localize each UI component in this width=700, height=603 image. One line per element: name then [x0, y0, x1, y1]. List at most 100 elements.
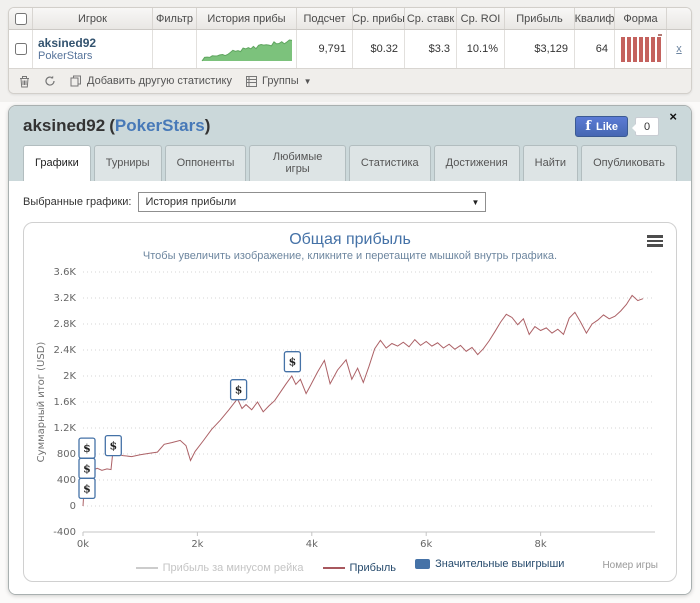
legend-label-profit: Прибыль — [349, 562, 397, 574]
col-avg-roi: Ср. ROI — [457, 8, 505, 29]
row-checkbox[interactable] — [14, 43, 27, 55]
tab-find[interactable]: Найти — [522, 145, 579, 181]
svg-text:3.6K: 3.6K — [54, 267, 77, 278]
col-count: Подсчет — [297, 8, 353, 29]
filter-cell — [153, 30, 197, 68]
svg-text:4k: 4k — [306, 539, 318, 550]
svg-text:Суммарный итог (USD): Суммарный итог (USD) — [36, 342, 47, 463]
groups-button[interactable]: Группы ▼ — [246, 75, 312, 87]
facebook-icon: f — [585, 119, 591, 134]
tab-tournaments[interactable]: Турниры — [93, 145, 162, 181]
svg-text:2.8K: 2.8K — [54, 319, 77, 330]
chart-type-select[interactable]: История прибыли ▼ — [138, 192, 487, 212]
qualify-cell: 64 — [575, 30, 615, 68]
form-bar — [644, 36, 649, 62]
player-stats-table: Игрок Фильтр История прибы Подсчет Ср. п… — [8, 7, 692, 94]
svg-text:$: $ — [235, 384, 243, 397]
col-profit-history: История прибы — [197, 8, 297, 29]
refresh-button[interactable] — [44, 75, 56, 87]
tab-achievements[interactable]: Достижения — [433, 145, 520, 181]
select-all-checkbox[interactable] — [14, 12, 27, 25]
avg-roi-cell: 10.1% — [457, 30, 505, 68]
form-bar — [626, 36, 631, 62]
col-avg-stake: Ср. ставк — [405, 8, 457, 29]
tab-statistics[interactable]: Статистика — [348, 145, 431, 181]
svg-text:2K: 2K — [63, 371, 76, 382]
chart-subtitle: Чтобы увеличить изображение, кликните и … — [142, 250, 558, 262]
legend-line-profit — [322, 567, 345, 569]
avg-profit-cell: $0.32 — [353, 30, 405, 68]
form-overflow-dash — [658, 34, 662, 36]
tab-opponents[interactable]: Оппоненты — [164, 145, 247, 181]
refresh-icon — [44, 75, 56, 87]
svg-text:$: $ — [83, 442, 91, 455]
col-qualify: Квалиф — [575, 8, 615, 29]
form-bar — [620, 36, 625, 62]
select-caret-icon: ▼ — [471, 197, 480, 207]
close-panel-button[interactable]: × — [663, 108, 683, 125]
svg-text:$: $ — [289, 356, 297, 369]
legend-swatch-significant-wins — [415, 559, 431, 569]
form-bar — [638, 36, 643, 62]
remove-row-link[interactable]: x — [676, 43, 682, 55]
col-remove — [667, 8, 691, 29]
svg-text:1.6K: 1.6K — [54, 397, 77, 408]
player-name-link[interactable]: aksined92 — [38, 36, 97, 50]
tab-bar: Графики Турниры Оппоненты Любимые игры С… — [23, 145, 677, 181]
top-area: Игрок Фильтр История прибы Подсчет Ср. п… — [0, 0, 700, 102]
player-title-name: aksined92 — [23, 116, 106, 135]
chart-legend: Прибыль за минусом рейка Прибыль Значите… — [32, 558, 668, 579]
svg-text:8k: 8k — [535, 539, 547, 550]
svg-text:2k: 2k — [191, 539, 203, 550]
form-bar — [632, 36, 637, 62]
facebook-like-widget: f Like 0 — [575, 116, 659, 137]
svg-text:0: 0 — [70, 501, 76, 512]
legend-item-significant-wins[interactable]: Значительные выигрыши — [415, 558, 564, 570]
avg-stake-cell: $3.3 — [405, 30, 457, 68]
player-site: PokerStars — [38, 50, 93, 62]
tab-favorite-games[interactable]: Любимые игры — [249, 145, 346, 181]
tab-publish[interactable]: Опубликовать — [581, 145, 677, 181]
like-label: Like — [595, 120, 618, 133]
svg-text:$: $ — [83, 482, 91, 495]
trash-icon — [19, 75, 30, 88]
remove-cell: x — [667, 30, 691, 68]
like-count-badge: 0 — [632, 117, 659, 136]
legend-item-profit-minus-rake[interactable]: Прибыль за минусом рейка — [135, 562, 304, 574]
groups-label: Группы — [262, 75, 299, 87]
sparkline-cell[interactable] — [197, 30, 297, 68]
form-bar — [656, 36, 661, 62]
add-statistic-button[interactable]: Добавить другую статистику — [70, 75, 232, 87]
chart-menu-button[interactable] — [647, 233, 663, 249]
player-cell: aksined92 PokerStars — [33, 30, 153, 68]
form-bar — [650, 36, 655, 62]
chart-selector-row: Выбранные графики: История прибыли ▼ — [23, 192, 677, 212]
form-cell — [615, 30, 667, 68]
row-checkbox-cell — [9, 30, 33, 68]
tab-charts[interactable]: Графики — [23, 145, 91, 181]
select-all-checkbox-cell — [9, 8, 33, 29]
col-form: Форма — [615, 8, 667, 29]
legend-item-profit[interactable]: Прибыль — [322, 562, 397, 574]
svg-text:400: 400 — [57, 475, 76, 486]
svg-text:1.2K: 1.2K — [54, 423, 77, 434]
count-cell: 9,791 — [297, 30, 353, 68]
delete-button[interactable] — [19, 75, 30, 88]
svg-text:$: $ — [83, 462, 91, 475]
copy-icon — [70, 75, 82, 87]
x-axis-title: Номер игры — [602, 560, 658, 571]
chevron-down-icon: ▼ — [303, 76, 312, 86]
profit-cell: $3,129 — [505, 30, 575, 68]
col-avg-profit: Ср. прибы — [353, 8, 405, 29]
profit-chart: Общая прибыль Чтобы увеличить изображени… — [23, 222, 677, 582]
chart-selector-label: Выбранные графики: — [23, 196, 132, 208]
player-title-site: PokerStars — [109, 116, 210, 135]
add-statistic-label: Добавить другую статистику — [87, 75, 232, 87]
svg-text:3.2K: 3.2K — [54, 293, 77, 304]
legend-label-profit-minus-rake: Прибыль за минусом рейка — [162, 562, 304, 574]
facebook-like-button[interactable]: f Like — [575, 116, 628, 137]
